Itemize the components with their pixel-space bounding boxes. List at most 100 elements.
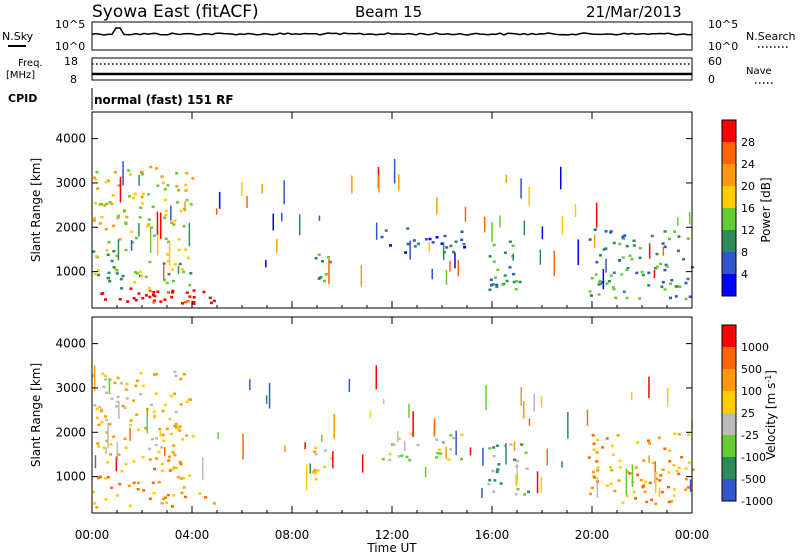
data-cell <box>110 397 114 401</box>
data-cell <box>173 392 177 396</box>
data-cell <box>672 494 676 497</box>
data-cell <box>134 299 138 302</box>
data-cell <box>691 468 695 471</box>
data-cell <box>675 285 679 288</box>
data-streak <box>528 186 530 206</box>
data-cell <box>128 195 131 198</box>
data-cell <box>128 423 132 427</box>
data-cell <box>166 253 170 256</box>
data-cell <box>439 452 443 455</box>
power-colorbar-label: Power [dB] <box>759 177 773 242</box>
data-cell <box>675 469 679 473</box>
data-cell <box>148 295 152 299</box>
data-cell <box>121 404 125 408</box>
data-streak <box>595 202 598 228</box>
data-cell <box>123 406 127 409</box>
data-streak <box>332 451 334 469</box>
data-cell <box>607 280 611 283</box>
data-cell <box>686 486 690 489</box>
data-streak <box>593 234 596 249</box>
data-cell <box>115 494 119 497</box>
data-cell <box>184 248 188 251</box>
data-cell <box>98 475 102 479</box>
nsky-tick-top: 10^5 <box>55 18 85 31</box>
data-cell <box>101 292 105 295</box>
colorbar-tick-label: 12 <box>741 224 755 237</box>
data-cell <box>130 230 134 234</box>
data-cell <box>154 443 158 447</box>
data-streak <box>108 378 111 395</box>
data-cell <box>648 442 652 445</box>
velocity-colorbar-label-close: ] <box>764 370 778 375</box>
colorbar-swatch <box>722 347 736 369</box>
data-cell <box>592 470 595 474</box>
data-cell <box>185 434 189 437</box>
data-cell <box>138 270 142 274</box>
data-streak <box>265 395 268 404</box>
data-streak <box>625 468 628 495</box>
data-streak <box>409 240 411 260</box>
data-cell <box>96 269 100 272</box>
data-streak <box>261 184 263 194</box>
data-streak <box>662 246 665 256</box>
data-streak <box>115 456 118 472</box>
data-cell <box>678 285 682 288</box>
data-streak <box>546 448 548 466</box>
freq-tick-top: 18 <box>64 55 78 68</box>
freq-label: Freq. <box>18 58 43 69</box>
data-cell <box>416 443 420 447</box>
data-cell <box>154 372 158 376</box>
data-streak <box>577 239 579 266</box>
data-streak <box>689 479 692 492</box>
data-streak <box>188 222 191 247</box>
data-cell <box>164 209 168 213</box>
colorbar-tick-label: -1000 <box>741 495 773 508</box>
data-cell <box>642 459 646 462</box>
data-streak <box>424 466 427 478</box>
data-cell <box>172 494 176 497</box>
data-streak <box>505 443 507 465</box>
data-cell <box>185 291 189 294</box>
data-cell <box>140 171 144 174</box>
colorbar-swatch <box>722 391 736 413</box>
data-cell <box>172 444 176 447</box>
data-cell <box>152 491 156 495</box>
data-cell <box>495 283 499 287</box>
data-cell <box>104 298 107 301</box>
data-streak <box>658 487 661 498</box>
data-streak <box>428 242 431 253</box>
colorbar-frame <box>721 119 737 297</box>
data-cell <box>672 488 676 491</box>
data-cell <box>516 487 520 491</box>
data-cell <box>513 458 517 461</box>
data-cell <box>588 238 592 241</box>
data-cell <box>501 283 505 286</box>
data-cell <box>181 438 184 441</box>
data-cell <box>593 476 597 479</box>
data-cell <box>663 447 667 450</box>
data-cell <box>103 204 107 207</box>
data-cell <box>412 239 416 242</box>
data-cell <box>452 436 456 440</box>
data-cell <box>487 482 491 486</box>
data-cell <box>147 218 151 221</box>
data-cell <box>654 502 658 505</box>
data-cell <box>117 453 121 456</box>
data-cell <box>184 183 188 187</box>
data-cell <box>157 481 161 484</box>
data-cell <box>153 467 156 471</box>
data-cell <box>524 451 528 454</box>
data-streak <box>540 476 542 493</box>
data-streak <box>481 487 483 498</box>
data-streak <box>561 216 564 235</box>
data-cell <box>638 297 642 300</box>
data-cell <box>152 414 156 417</box>
y-tick-label: 4000 <box>55 337 86 351</box>
colorbar-tick-label: -25 <box>741 429 759 442</box>
data-cell <box>601 446 605 449</box>
data-cell <box>645 500 649 504</box>
data-cell <box>149 403 153 406</box>
data-streak <box>442 242 445 261</box>
nsearch-tick-top: 10^5 <box>708 18 738 31</box>
data-cell <box>617 479 621 482</box>
